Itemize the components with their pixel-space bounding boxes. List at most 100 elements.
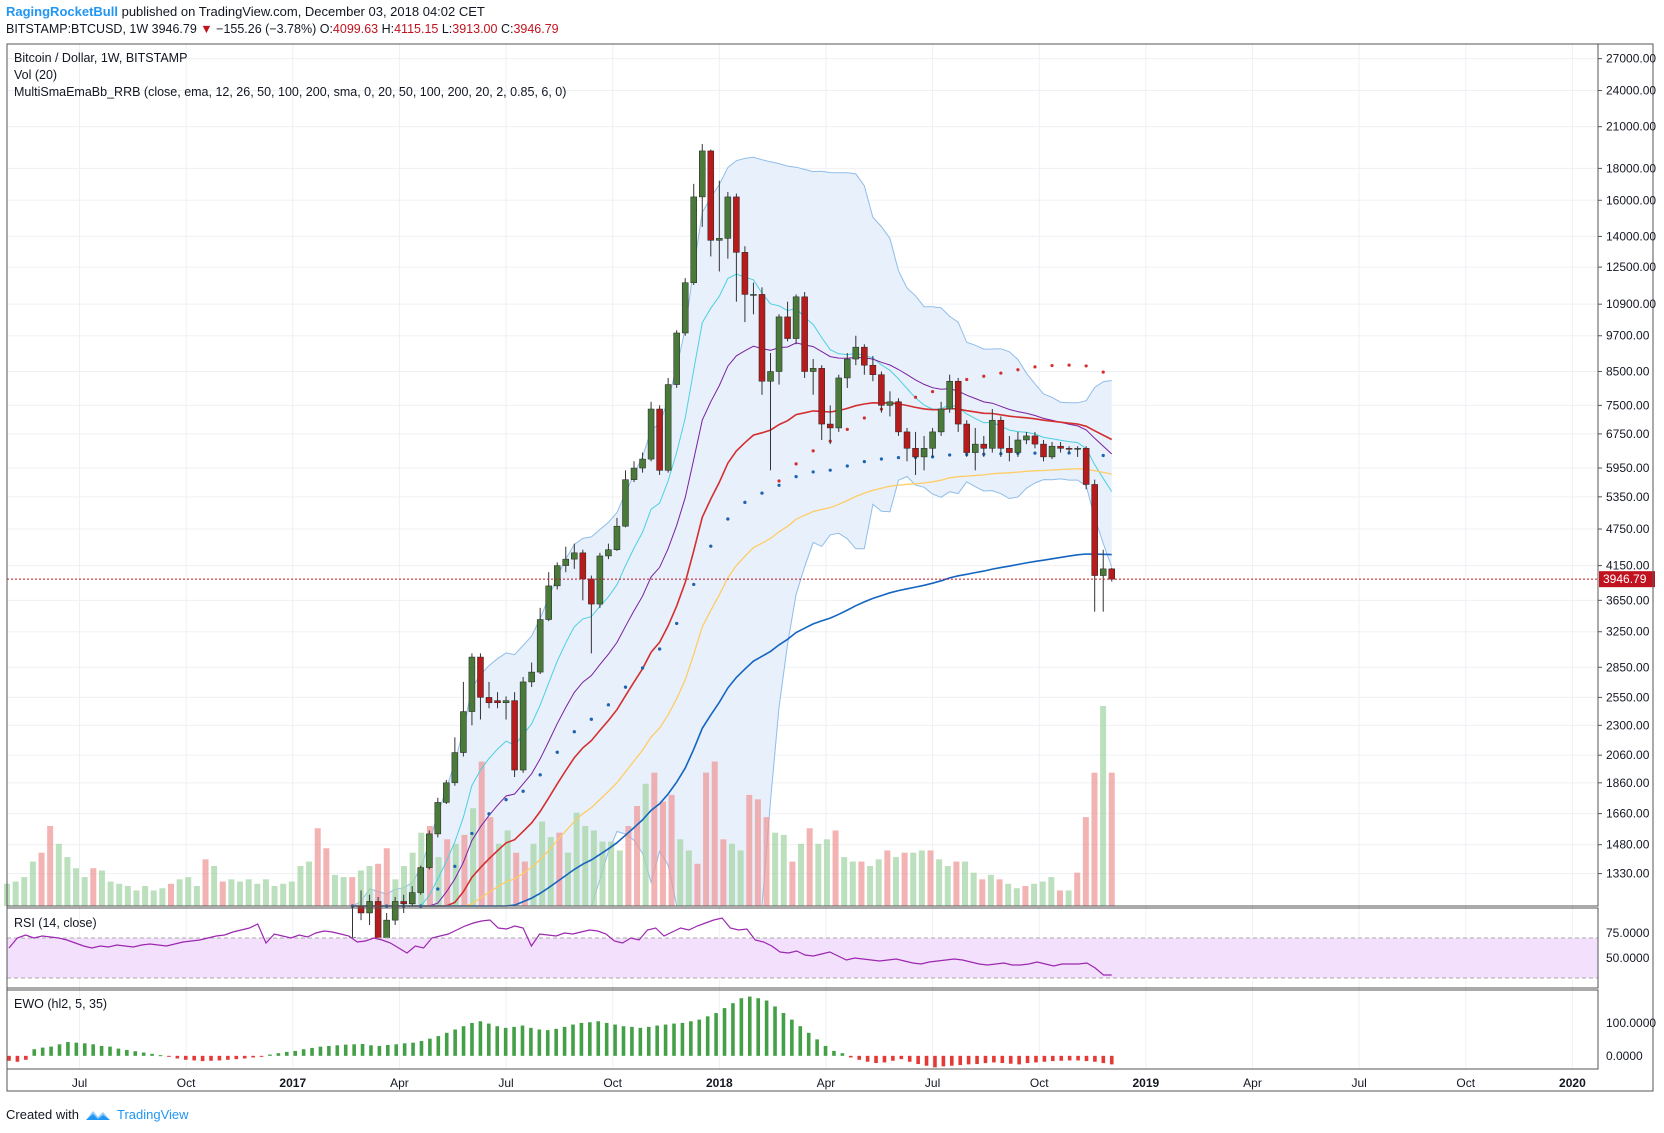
volume-bar xyxy=(245,879,252,906)
candle-body xyxy=(954,380,962,425)
candle-body xyxy=(1082,448,1090,485)
ewo-bar xyxy=(916,1055,920,1065)
price-tick-label: 10900.00 xyxy=(1606,297,1656,311)
candle-body xyxy=(426,833,433,868)
volume-bar xyxy=(858,861,865,906)
ewo-bar xyxy=(983,1055,988,1064)
volume-bar xyxy=(193,886,200,906)
candlesticks xyxy=(349,143,1115,957)
author-link[interactable]: RagingRocketBull xyxy=(6,4,118,19)
ewo-bar xyxy=(40,1047,45,1056)
sma-dot xyxy=(606,703,611,707)
sma-dot xyxy=(453,864,457,868)
time-tick-label: Oct xyxy=(177,1076,196,1090)
volume-bar xyxy=(21,877,28,906)
candle-body xyxy=(622,479,629,527)
candle-body xyxy=(758,294,766,382)
volume-bar xyxy=(12,881,19,906)
price-axis[interactable]: 27000.00 24000.00 21000.00 18000.00 16000.00… xyxy=(1598,52,1656,1063)
time-axis[interactable]: Jul Oct 2017 Apr Jul Oct 2018 Apr Jul Oct 2019 Apr J… xyxy=(72,1076,1586,1090)
volume-bar xyxy=(211,866,218,906)
volume-bar xyxy=(1074,872,1081,906)
candle-body xyxy=(408,892,416,904)
tradingview-link[interactable]: TradingView xyxy=(116,1107,189,1122)
volume-bar xyxy=(254,883,261,906)
volume-bar xyxy=(124,886,131,906)
volume-bar xyxy=(746,794,753,906)
close-value: 3946.79 xyxy=(513,22,559,36)
candle-body xyxy=(699,150,706,198)
volume-bar xyxy=(280,883,287,906)
ewo-bar xyxy=(958,1055,963,1066)
ewo-bar xyxy=(840,1053,845,1056)
down-arrow-icon: ▼ xyxy=(200,22,213,36)
sma-dot xyxy=(965,377,969,382)
ema-line-1 xyxy=(352,342,1113,907)
candle-body xyxy=(801,296,808,372)
ewo-bar xyxy=(747,996,752,1056)
legend-symbol: Bitcoin / Dollar, 1W, BITSTAMP xyxy=(14,51,187,65)
ewo-bar xyxy=(638,1027,643,1056)
ewo-bar xyxy=(613,1024,617,1056)
volume-bar xyxy=(461,834,468,906)
candle-body xyxy=(1031,435,1039,445)
time-tick-label: Jul xyxy=(925,1076,940,1090)
candle-body xyxy=(895,401,902,433)
ewo-bar xyxy=(125,1049,129,1056)
ewo-bar xyxy=(672,1023,676,1056)
ewo-bar xyxy=(369,1045,373,1056)
volume-bar xyxy=(452,843,459,906)
candle-body xyxy=(929,431,936,449)
rsi-line xyxy=(8,917,1112,976)
ewo-bar xyxy=(646,1026,651,1056)
ewo-bar xyxy=(444,1032,449,1056)
ewo-bar xyxy=(57,1044,62,1056)
candle-body xyxy=(750,294,757,296)
ewo-bar xyxy=(697,1019,702,1056)
volume-bar xyxy=(1039,881,1046,906)
volume-bar xyxy=(841,857,848,906)
volume-bar xyxy=(1056,890,1063,906)
ewo-bar xyxy=(293,1050,298,1056)
legend-volume: Vol (20) xyxy=(14,68,57,82)
sma-dot xyxy=(828,468,832,472)
volume-bar xyxy=(521,861,528,906)
ewo-bar xyxy=(512,1026,516,1056)
candle-body xyxy=(511,700,518,771)
ewo-bar xyxy=(882,1055,887,1063)
ewo-bar xyxy=(1084,1055,1089,1062)
sma-dot xyxy=(896,455,901,460)
bollinger-fill xyxy=(352,157,1112,907)
price-tick-label: 7500.00 xyxy=(1606,398,1650,412)
ewo-bar xyxy=(630,1026,634,1056)
candle-body xyxy=(391,901,399,921)
ewo-bar xyxy=(386,1044,390,1056)
volume-bar xyxy=(470,808,477,906)
volume-bar xyxy=(331,874,338,906)
rsi-tick-label: 75.0000 xyxy=(1606,926,1650,940)
ewo-bar xyxy=(571,1024,575,1056)
candle-body xyxy=(1099,568,1107,576)
volume-bar xyxy=(616,850,623,906)
last-price: 3946.79 xyxy=(151,22,197,36)
volume-bar xyxy=(237,881,244,906)
volume-bar xyxy=(478,761,485,906)
candle-body xyxy=(835,377,843,429)
footer: Created with TradingView xyxy=(6,1107,189,1122)
volume-bar xyxy=(90,868,97,906)
ewo-bar xyxy=(966,1055,971,1065)
time-tick-label: Oct xyxy=(1030,1076,1049,1090)
ewo-bar xyxy=(217,1055,222,1061)
volume-bar xyxy=(884,850,891,906)
volume-bar xyxy=(737,850,744,906)
candle-body xyxy=(1040,443,1047,458)
volume-bar xyxy=(720,839,727,906)
volume-bar xyxy=(936,859,943,906)
sma-dot xyxy=(982,374,986,378)
ewo-bar xyxy=(865,1055,870,1062)
candle-body xyxy=(477,656,484,698)
rsi-tick-label: 50.0000 xyxy=(1606,951,1650,965)
candle-body xyxy=(545,585,552,620)
volume-bar xyxy=(133,890,140,906)
